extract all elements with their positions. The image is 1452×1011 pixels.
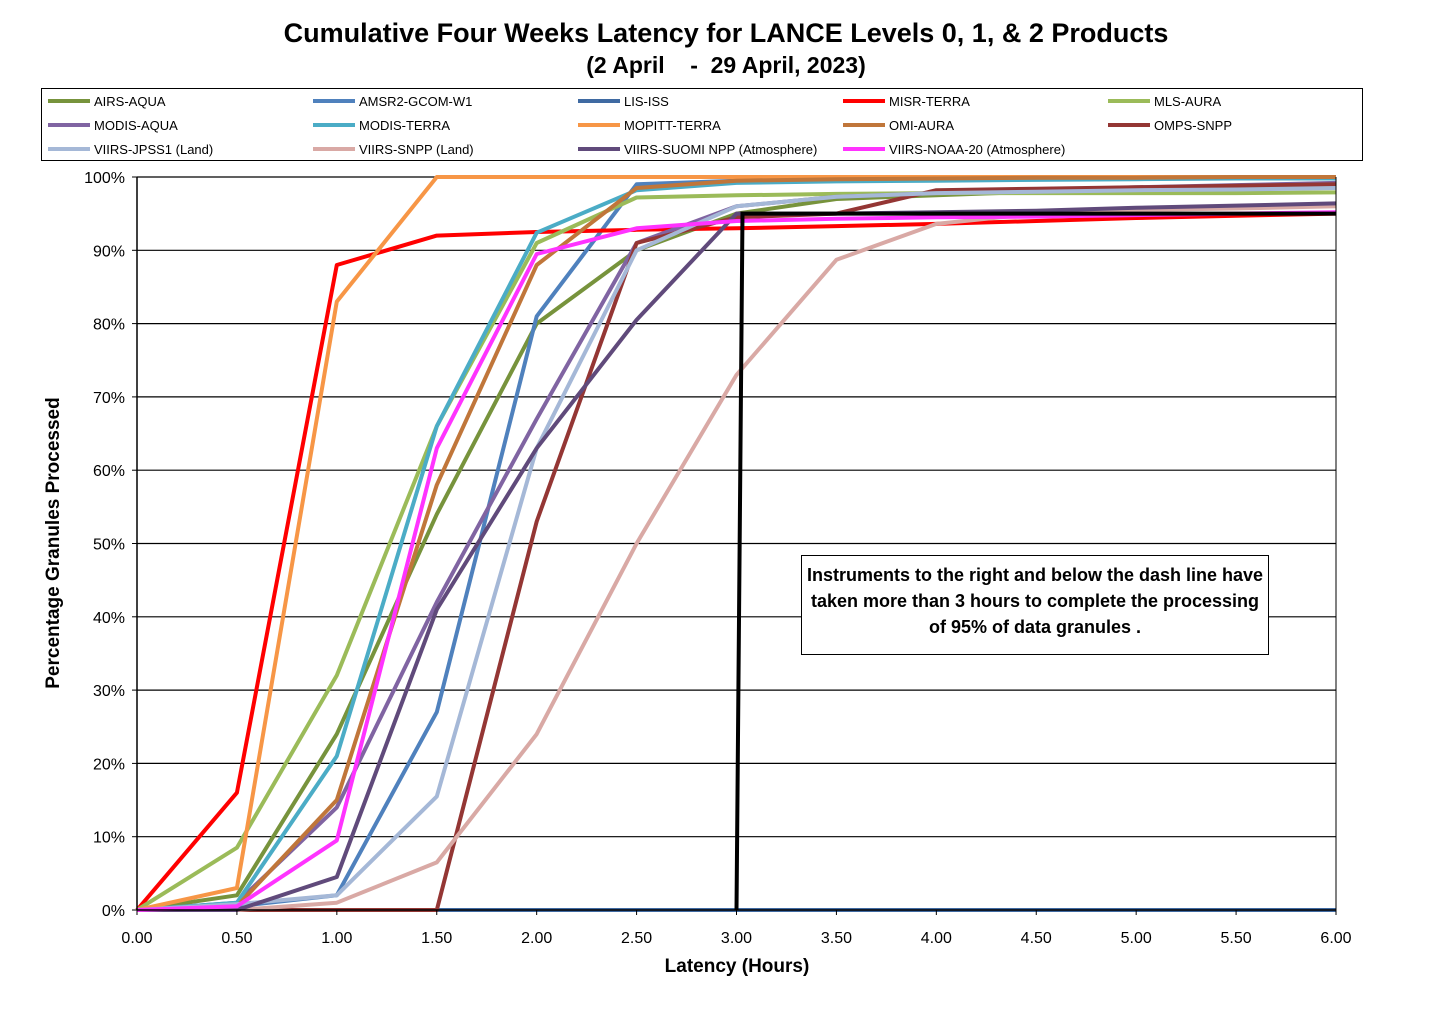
legend-swatch bbox=[1108, 99, 1150, 103]
x-tick-label: 5.50 bbox=[1221, 930, 1252, 947]
legend-swatch bbox=[313, 123, 355, 127]
y-tick-label: 50% bbox=[93, 537, 125, 554]
legend-swatch bbox=[843, 147, 885, 151]
x-tick-label: 3.50 bbox=[821, 930, 852, 947]
legend-swatch bbox=[843, 123, 885, 127]
legend-swatch bbox=[48, 147, 90, 151]
x-tick-label: 2.50 bbox=[621, 930, 652, 947]
legend-label: AMSR2-GCOM-W1 bbox=[359, 93, 473, 109]
y-axis-label: Percentage Granules Processed bbox=[43, 397, 64, 689]
legend-label: OMPS-SNPP bbox=[1154, 117, 1233, 133]
y-tick-label: 90% bbox=[93, 243, 125, 260]
legend-label: MISR-TERRA bbox=[889, 93, 970, 109]
legend-item: VIIRS-NOAA-20 (Atmosphere) bbox=[843, 141, 1065, 157]
legend-label: OMI-AURA bbox=[889, 117, 954, 133]
series-line-viirs-snpp-land bbox=[137, 204, 1337, 912]
legend-item: AIRS-AQUA bbox=[48, 93, 166, 109]
legend-label: MOPITT-TERRA bbox=[624, 117, 721, 133]
legend-label: VIIRS-JPSS1 (Land) bbox=[94, 141, 214, 157]
legend-label: LIS-ISS bbox=[624, 93, 669, 109]
legend-item: VIIRS-JPSS1 (Land) bbox=[48, 141, 213, 157]
y-tick-label: 0% bbox=[102, 903, 125, 920]
x-tick-label: 1.50 bbox=[421, 930, 452, 947]
y-tick-label: 10% bbox=[93, 830, 125, 847]
legend-swatch bbox=[313, 147, 355, 151]
legend-item: MODIS-AQUA bbox=[48, 117, 178, 133]
series-line-viirs-jpss1-land bbox=[136, 186, 1337, 912]
y-tick-label: 60% bbox=[93, 463, 125, 480]
threshold-line bbox=[734, 211, 1336, 911]
legend-label: MODIS-AQUA bbox=[94, 117, 178, 133]
series-line-mls-aura bbox=[135, 190, 1337, 912]
legend: AIRS-AQUA AMSR2-GCOM-W1 LIS-ISS MISR-TERRA M… bbox=[41, 88, 1363, 161]
x-tick-label: 5.00 bbox=[1121, 930, 1152, 947]
y-tick-label: 70% bbox=[93, 390, 125, 407]
legend-swatch bbox=[578, 123, 620, 127]
legend-item: OMI-AURA bbox=[843, 117, 954, 133]
axes: 0% 10% 20% 30% 40% 50% 60% 70% 80% 90% 100% 0.00 0.5… bbox=[84, 170, 1352, 947]
x-axis-label: Latency (Hours) bbox=[664, 956, 810, 977]
legend-swatch bbox=[843, 99, 885, 103]
x-tick-label: 4.00 bbox=[921, 930, 952, 947]
legend-item: MOPITT-TERRA bbox=[578, 117, 721, 133]
legend-item: MLS-AURA bbox=[1108, 93, 1221, 109]
x-tick-label: 1.00 bbox=[321, 930, 352, 947]
x-tick-label: 0.50 bbox=[221, 930, 252, 947]
legend-label: VIIRS-SUOMI NPP (Atmosphere) bbox=[624, 141, 818, 157]
legend-label: AIRS-AQUA bbox=[94, 93, 166, 109]
legend-item: MISR-TERRA bbox=[843, 93, 970, 109]
legend-item: MODIS-TERRA bbox=[313, 117, 450, 133]
y-tick-label: 20% bbox=[93, 756, 125, 773]
legend-label: VIIRS-NOAA-20 (Atmosphere) bbox=[889, 141, 1066, 157]
series-line-misr-terra bbox=[135, 211, 1337, 912]
legend-item: OMPS-SNPP bbox=[1108, 117, 1232, 133]
legend-label: MODIS-TERRA bbox=[359, 117, 450, 133]
series-line-omi-aura bbox=[136, 175, 1336, 912]
x-tick-label: 4.50 bbox=[1021, 930, 1052, 947]
chart-subtitle: (2 April - 29 April, 2023) bbox=[586, 52, 866, 78]
x-tick-label: 6.00 bbox=[1320, 930, 1351, 947]
legend-item: AMSR2-GCOM-W1 bbox=[313, 93, 472, 109]
legend-item: VIIRS-SUOMI NPP (Atmosphere) bbox=[578, 141, 817, 157]
legend-item: VIIRS-SNPP (Land) bbox=[313, 141, 474, 157]
series-line-viirs-suomi-npp-atmosphere bbox=[137, 201, 1337, 912]
legend-swatch bbox=[48, 123, 90, 127]
y-tick-label: 100% bbox=[84, 170, 125, 187]
x-tick-label: 3.00 bbox=[721, 930, 752, 947]
legend-label: VIIRS-SNPP (Land) bbox=[359, 141, 474, 157]
threshold-polyline bbox=[734, 211, 1336, 911]
annotation-box: Instruments to the right and below the d… bbox=[801, 555, 1269, 655]
x-tick-label: 0.00 bbox=[121, 930, 152, 947]
legend-swatch bbox=[1108, 123, 1150, 127]
y-tick-label: 80% bbox=[93, 317, 125, 334]
y-tick-label: 30% bbox=[93, 683, 125, 700]
y-tick-label: 40% bbox=[93, 610, 125, 627]
legend-swatch bbox=[313, 99, 355, 103]
legend-swatch bbox=[578, 147, 620, 151]
legend-item: LIS-ISS bbox=[578, 93, 669, 109]
legend-swatch bbox=[48, 99, 90, 103]
legend-label: MLS-AURA bbox=[1154, 93, 1222, 109]
chart-title: Cumulative Four Weeks Latency for LANCE … bbox=[283, 18, 1169, 48]
x-tick-label: 2.00 bbox=[521, 930, 552, 947]
legend-swatch bbox=[578, 99, 620, 103]
